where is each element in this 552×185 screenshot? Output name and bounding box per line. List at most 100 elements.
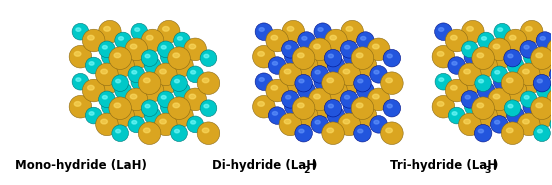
Circle shape bbox=[547, 38, 552, 61]
Circle shape bbox=[279, 113, 301, 136]
Ellipse shape bbox=[119, 37, 124, 40]
Circle shape bbox=[432, 45, 455, 68]
Circle shape bbox=[491, 66, 508, 83]
Ellipse shape bbox=[358, 129, 363, 133]
Circle shape bbox=[461, 91, 479, 108]
Ellipse shape bbox=[536, 53, 543, 58]
Text: 2: 2 bbox=[303, 166, 310, 175]
Circle shape bbox=[139, 122, 161, 144]
Ellipse shape bbox=[287, 77, 294, 81]
Circle shape bbox=[266, 29, 288, 52]
Text: ): ) bbox=[311, 159, 316, 172]
Circle shape bbox=[504, 79, 527, 102]
Circle shape bbox=[125, 88, 147, 111]
Circle shape bbox=[435, 73, 452, 90]
Circle shape bbox=[82, 79, 105, 102]
Circle shape bbox=[341, 20, 363, 43]
Circle shape bbox=[549, 66, 552, 83]
Ellipse shape bbox=[164, 53, 169, 56]
Ellipse shape bbox=[146, 85, 153, 90]
Circle shape bbox=[141, 100, 158, 117]
Circle shape bbox=[86, 57, 102, 74]
Ellipse shape bbox=[386, 78, 392, 83]
Ellipse shape bbox=[130, 94, 137, 99]
Circle shape bbox=[161, 98, 177, 115]
Ellipse shape bbox=[359, 110, 366, 115]
Ellipse shape bbox=[258, 51, 264, 56]
Ellipse shape bbox=[203, 128, 209, 133]
Ellipse shape bbox=[272, 112, 278, 115]
Circle shape bbox=[157, 41, 174, 58]
Ellipse shape bbox=[133, 102, 140, 106]
Circle shape bbox=[464, 98, 481, 115]
Ellipse shape bbox=[204, 54, 209, 58]
Ellipse shape bbox=[344, 45, 349, 49]
Circle shape bbox=[171, 125, 187, 142]
Ellipse shape bbox=[536, 103, 543, 108]
Circle shape bbox=[325, 79, 347, 102]
Ellipse shape bbox=[133, 51, 140, 56]
Ellipse shape bbox=[135, 28, 140, 31]
Ellipse shape bbox=[145, 104, 150, 108]
Circle shape bbox=[197, 72, 220, 95]
Circle shape bbox=[255, 23, 273, 41]
Circle shape bbox=[357, 82, 374, 99]
Ellipse shape bbox=[357, 103, 363, 108]
Ellipse shape bbox=[506, 78, 513, 83]
Ellipse shape bbox=[506, 128, 513, 133]
Circle shape bbox=[187, 116, 204, 133]
Circle shape bbox=[491, 95, 513, 118]
Circle shape bbox=[445, 29, 468, 52]
Ellipse shape bbox=[146, 35, 153, 40]
Ellipse shape bbox=[452, 112, 457, 115]
Circle shape bbox=[523, 48, 540, 65]
Circle shape bbox=[368, 88, 390, 111]
Circle shape bbox=[168, 97, 190, 120]
Ellipse shape bbox=[105, 53, 110, 56]
Ellipse shape bbox=[480, 60, 486, 65]
Ellipse shape bbox=[302, 36, 307, 40]
Circle shape bbox=[521, 91, 537, 108]
Circle shape bbox=[141, 29, 164, 52]
Ellipse shape bbox=[437, 51, 444, 56]
Ellipse shape bbox=[105, 103, 110, 106]
Circle shape bbox=[461, 20, 484, 43]
Circle shape bbox=[95, 113, 118, 136]
Circle shape bbox=[253, 45, 275, 68]
Circle shape bbox=[432, 95, 455, 118]
Ellipse shape bbox=[289, 53, 294, 56]
Ellipse shape bbox=[437, 102, 444, 106]
Ellipse shape bbox=[498, 28, 503, 31]
Ellipse shape bbox=[524, 95, 529, 99]
Circle shape bbox=[197, 122, 220, 144]
Circle shape bbox=[268, 107, 286, 124]
Circle shape bbox=[168, 47, 190, 69]
Circle shape bbox=[461, 70, 484, 93]
Circle shape bbox=[109, 97, 131, 120]
Ellipse shape bbox=[386, 128, 392, 133]
Circle shape bbox=[341, 70, 363, 93]
Ellipse shape bbox=[523, 69, 529, 74]
Ellipse shape bbox=[163, 26, 169, 31]
Ellipse shape bbox=[358, 79, 363, 83]
Ellipse shape bbox=[89, 112, 94, 115]
Circle shape bbox=[370, 116, 388, 133]
Ellipse shape bbox=[300, 110, 307, 115]
Ellipse shape bbox=[526, 77, 532, 81]
Ellipse shape bbox=[479, 79, 484, 83]
Circle shape bbox=[184, 38, 206, 61]
Ellipse shape bbox=[538, 129, 543, 133]
Circle shape bbox=[475, 54, 497, 77]
Ellipse shape bbox=[540, 36, 545, 40]
Circle shape bbox=[448, 107, 465, 124]
Ellipse shape bbox=[328, 104, 333, 108]
Ellipse shape bbox=[493, 44, 500, 49]
Circle shape bbox=[298, 82, 315, 99]
Ellipse shape bbox=[360, 36, 366, 40]
Ellipse shape bbox=[511, 112, 516, 115]
Ellipse shape bbox=[76, 28, 81, 31]
Circle shape bbox=[112, 104, 134, 127]
Text: Tri-hydride (LaH: Tri-hydride (LaH bbox=[390, 159, 497, 172]
Ellipse shape bbox=[357, 53, 363, 58]
Circle shape bbox=[187, 66, 204, 83]
